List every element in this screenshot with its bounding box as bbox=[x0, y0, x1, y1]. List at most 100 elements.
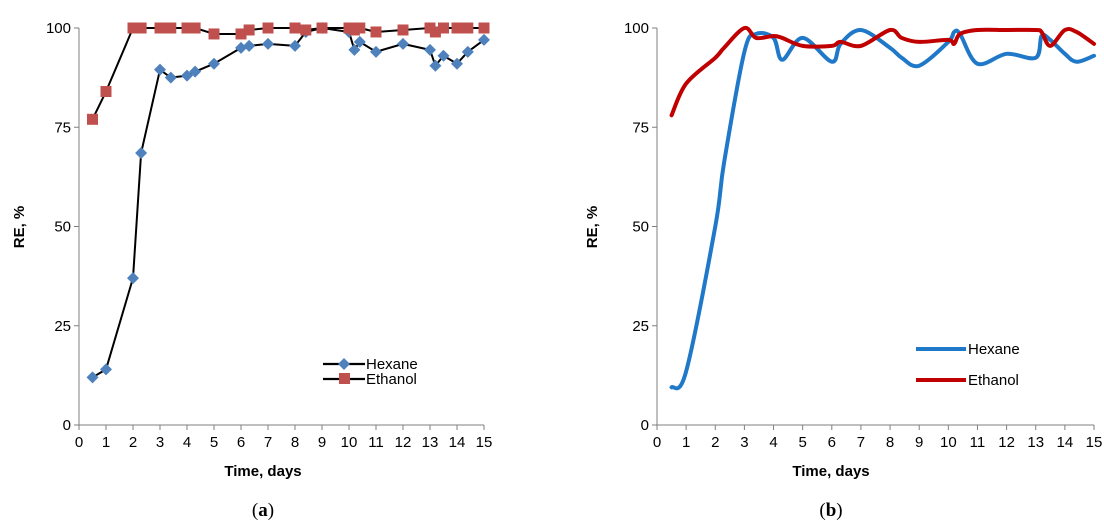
panel-b-y-tick-label: 25 bbox=[632, 318, 649, 335]
ethanol-data-point bbox=[243, 24, 255, 36]
ethanol-data-point bbox=[100, 86, 112, 98]
panel-b-x-tick-label: 12 bbox=[998, 434, 1015, 451]
hexane-data-point bbox=[370, 45, 382, 58]
ethanol-data-point bbox=[189, 22, 201, 34]
hexane-data-point bbox=[243, 39, 256, 52]
panel-b-x-tick-label: 1 bbox=[682, 434, 690, 451]
panel-b-x-tick-label: 5 bbox=[798, 434, 806, 451]
panel-a-caption: (a) bbox=[252, 500, 274, 521]
ethanol-data-point bbox=[87, 113, 98, 125]
ethanol-data-point bbox=[462, 22, 474, 34]
panel-b-caption: (b) bbox=[819, 500, 842, 521]
hexane-data-point bbox=[353, 35, 366, 48]
ethanol-data-point bbox=[397, 24, 409, 36]
panel-a-y-tick-label: 50 bbox=[54, 219, 71, 236]
ethanol-data-point bbox=[208, 28, 220, 40]
panel-a-legend: Hexane Ethanol bbox=[323, 356, 418, 388]
series-hexane-smooth-line bbox=[669, 27, 1096, 391]
panel-b-y-tick-label: 75 bbox=[632, 119, 649, 136]
panel-b-y-tick-label: 100 bbox=[624, 20, 649, 37]
legend-ethanol-square-marker bbox=[339, 373, 350, 384]
hexane-data-point bbox=[478, 33, 490, 46]
ethanol-data-point bbox=[165, 22, 177, 34]
hexane-data-point bbox=[235, 41, 247, 54]
panel-a-x-tick-label: 10 bbox=[341, 434, 358, 451]
legend-hexane-diamond-marker bbox=[338, 358, 350, 370]
panel-a-x-tick-label: 13 bbox=[422, 434, 439, 451]
panel-b-x-tick-label: 8 bbox=[886, 434, 894, 451]
legend-b-ethanol-label: Ethanol bbox=[968, 372, 1019, 389]
hexane-data-point bbox=[451, 57, 463, 70]
panel-b-caption-letter: b bbox=[826, 500, 837, 521]
panel-b-x-tick-label: 7 bbox=[857, 434, 865, 451]
ethanol-data-point bbox=[262, 22, 274, 34]
legend-ethanol-label: Ethanol bbox=[366, 371, 417, 388]
hexane-data-point bbox=[262, 37, 274, 50]
panel-a-x-tick-label: 14 bbox=[449, 434, 466, 451]
panel-b-x-tick-label: 9 bbox=[915, 434, 923, 451]
ethanol-data-point bbox=[300, 24, 312, 36]
hexane-data-point bbox=[100, 363, 112, 376]
legend-b-hexane-label: Hexane bbox=[968, 341, 1020, 358]
panel-b-x-tick-label: 4 bbox=[769, 434, 777, 451]
hexane-data-point bbox=[429, 59, 442, 72]
panel-a-x-tick-label: 6 bbox=[237, 434, 245, 451]
series-hexane-line bbox=[91, 27, 485, 379]
panel-a-x-tick-label: 2 bbox=[129, 434, 137, 451]
panel-b-x-tick-label: 0 bbox=[653, 434, 661, 451]
hexane-data-point bbox=[154, 63, 166, 76]
panel-b-x-tick-label: 6 bbox=[828, 434, 836, 451]
hexane-data-point bbox=[189, 65, 202, 78]
legend-hexane-label: Hexane bbox=[366, 356, 418, 373]
hexane-data-point bbox=[86, 371, 99, 384]
panel-b-x-tick-label: 3 bbox=[740, 434, 748, 451]
panel-a-x-tick-label: 0 bbox=[75, 434, 83, 451]
panel-a-y-axis-title: RE, % bbox=[11, 206, 28, 249]
ethanol-data-point bbox=[316, 22, 328, 34]
panel-b-legend: Hexane Ethanol bbox=[916, 341, 1020, 389]
ethanol-data-point bbox=[370, 26, 382, 38]
panel-b-plot-area bbox=[669, 25, 1096, 391]
panel-b-x-axis-title: Time, days bbox=[792, 463, 869, 480]
ethanol-data-point bbox=[429, 26, 441, 38]
hexane-data-point bbox=[289, 39, 301, 52]
panel-a-x-tick-label: 3 bbox=[156, 434, 164, 451]
hexane-data-point bbox=[135, 147, 148, 160]
hexane-data-point bbox=[437, 49, 450, 62]
panel-a-plot-area bbox=[86, 22, 490, 384]
series-ethanol-smooth-line bbox=[669, 25, 1096, 118]
ethanol-data-point bbox=[438, 22, 449, 34]
panel-a-y-tick-label: 0 bbox=[63, 417, 71, 434]
panel-b-x-tick-label: 2 bbox=[711, 434, 719, 451]
ethanol-data-point bbox=[235, 28, 247, 40]
panel-b-x-tick-label: 13 bbox=[1027, 434, 1044, 451]
panel-b-y-tick-label: 50 bbox=[632, 219, 649, 236]
hexane-data-point bbox=[181, 69, 193, 82]
panel-a-x-tick-label: 8 bbox=[291, 434, 299, 451]
hexane-data-point bbox=[164, 71, 177, 84]
hexane-data-point bbox=[127, 272, 139, 285]
ethanol-data-point bbox=[154, 22, 166, 34]
ethanol-data-point bbox=[478, 22, 490, 34]
panel-a-x-tick-label: 12 bbox=[395, 434, 412, 451]
hexane-data-point bbox=[397, 37, 409, 50]
panel-a-x-tick-label: 1 bbox=[102, 434, 110, 451]
hexane-data-point bbox=[208, 57, 220, 70]
ethanol-data-point bbox=[289, 22, 301, 34]
ethanol-data-point bbox=[135, 22, 147, 34]
panel-a-x-axis-title: Time, days bbox=[224, 463, 301, 480]
panel-a-y-tick-label: 75 bbox=[54, 119, 71, 136]
panel-a-x-tick-label: 11 bbox=[368, 434, 384, 451]
ethanol-data-point bbox=[181, 22, 193, 34]
panel-b-y-tick-label: 0 bbox=[641, 417, 649, 434]
ethanol-data-point bbox=[354, 22, 366, 34]
panel-a-y-tick-label: 25 bbox=[54, 318, 71, 335]
panel-a-x-tick-label: 9 bbox=[318, 434, 326, 451]
hexane-data-point bbox=[461, 45, 474, 58]
panel-a-x-tick-label: 15 bbox=[476, 434, 493, 451]
panel-b-x-tick-label: 15 bbox=[1086, 434, 1103, 451]
